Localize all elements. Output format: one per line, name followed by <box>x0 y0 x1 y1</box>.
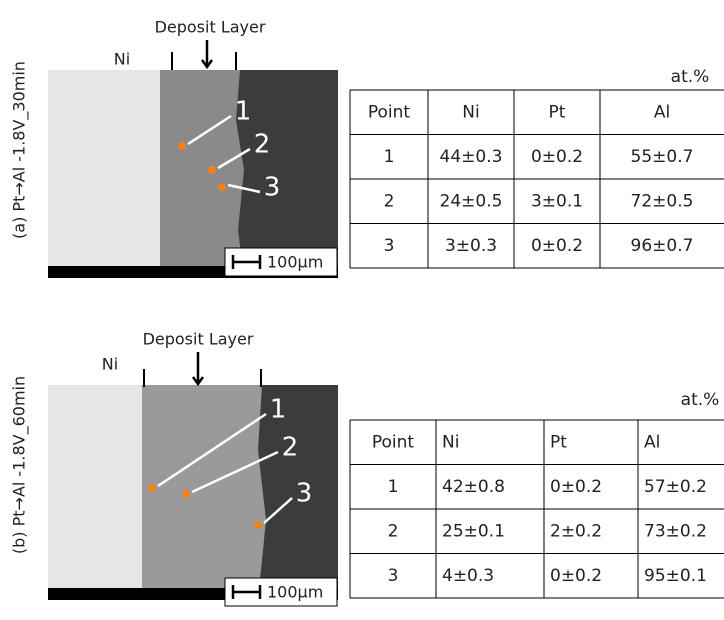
table-cell: 55±0.7 <box>631 147 694 167</box>
ni-label: Ni <box>114 50 130 69</box>
point-number: 1 <box>270 395 287 425</box>
point-dot <box>182 490 190 498</box>
point-number: 2 <box>282 433 299 463</box>
table-header: Point <box>372 432 415 452</box>
deposit-label: Deposit Layer <box>143 330 254 349</box>
point-dot <box>148 484 156 492</box>
table-cell: 2 <box>388 521 399 541</box>
table-cell: 44±0.3 <box>440 147 503 167</box>
unit-label: at.% <box>681 390 720 410</box>
table-cell: 3±0.1 <box>531 191 583 211</box>
table-header: Ni <box>442 432 459 452</box>
table-cell: 25±0.1 <box>442 521 505 541</box>
ni-region <box>48 385 142 600</box>
deposit-region <box>142 385 266 600</box>
table-cell: 3±0.3 <box>445 236 497 256</box>
deposit-arrow <box>193 352 203 384</box>
point-number: 2 <box>254 130 271 160</box>
table-cell: 96±0.7 <box>631 236 694 256</box>
table-cell: 3 <box>384 236 395 256</box>
table-header: Pt <box>549 102 566 122</box>
table-cell: 2 <box>384 191 395 211</box>
point-dot <box>218 183 226 191</box>
table-header: Ni <box>462 102 479 122</box>
figure: (a) Pt→Al -1.8V_30minDeposit LayerNi1231… <box>0 0 724 620</box>
table-header: Point <box>368 102 411 122</box>
table-cell: 1 <box>388 477 399 497</box>
table-cell: 4±0.3 <box>442 566 494 586</box>
ni-region <box>48 70 160 278</box>
table-cell: 95±0.1 <box>644 566 707 586</box>
deposit-arrow <box>202 40 212 67</box>
table-cell: 57±0.2 <box>644 477 707 497</box>
table-cell: 1 <box>384 147 395 167</box>
table-cell: 0±0.2 <box>550 477 602 497</box>
table-header: Pt <box>550 432 567 452</box>
table-cell: 24±0.5 <box>440 191 503 211</box>
table-cell: 0±0.2 <box>550 566 602 586</box>
table-cell: 2±0.2 <box>550 521 602 541</box>
scale-label: 100μm <box>267 583 323 602</box>
deposit-label: Deposit Layer <box>155 18 266 37</box>
ni-label: Ni <box>102 355 118 374</box>
table-cell: 42±0.8 <box>442 477 505 497</box>
point-dot <box>208 166 216 174</box>
panel-label: (b) Pt→Al -1.8V_60min <box>10 376 30 554</box>
point-number: 3 <box>296 479 313 509</box>
table-cell: 73±0.2 <box>644 521 707 541</box>
point-number: 1 <box>235 97 252 127</box>
table-cell: 3 <box>388 566 399 586</box>
table-header: Al <box>644 432 660 452</box>
table-header: Al <box>654 102 670 122</box>
point-dot <box>254 521 262 529</box>
scale-label: 100μm <box>267 253 323 272</box>
panel-label: (a) Pt→Al -1.8V_30min <box>10 61 30 239</box>
table-cell: 0±0.2 <box>531 236 583 256</box>
table-cell: 0±0.2 <box>531 147 583 167</box>
table-cell: 72±0.5 <box>631 191 694 211</box>
unit-label: at.% <box>671 67 710 87</box>
deposit-region <box>160 70 244 278</box>
point-number: 3 <box>264 173 281 203</box>
point-dot <box>178 142 186 150</box>
